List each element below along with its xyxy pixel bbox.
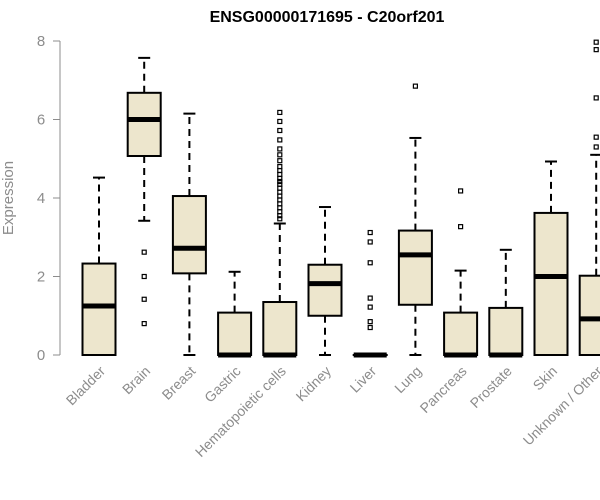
outlier-point: [458, 188, 464, 194]
outlier-point: [412, 83, 418, 89]
box-group: [262, 109, 298, 358]
outlier-point: [277, 127, 283, 134]
box-iqr: [307, 263, 343, 317]
x-category-label: Gastric: [201, 363, 244, 406]
plot-area: [81, 39, 600, 358]
x-category-label: Kidney: [293, 363, 335, 405]
outlier-point: [141, 321, 147, 327]
box-group: [171, 112, 207, 356]
outlier-point: [593, 144, 599, 150]
outlier-point: [593, 95, 599, 101]
x-category-label: Brain: [119, 363, 153, 397]
box-iqr: [262, 301, 298, 357]
box-group: [352, 229, 388, 358]
x-category-label: Skin: [530, 363, 561, 394]
outlier-point: [367, 304, 373, 310]
box-iqr: [126, 91, 162, 158]
y-axis-label: Expression: [0, 161, 17, 235]
outlier-point: [367, 319, 373, 325]
box-iqr: [443, 311, 479, 356]
x-category-label: Breast: [159, 363, 199, 403]
box-iqr: [397, 229, 433, 306]
box-iqr: [171, 195, 207, 275]
outlier-point: [141, 249, 147, 255]
outlier-point: [141, 273, 147, 280]
box-group: [488, 248, 524, 358]
y-tick-label: 6: [37, 112, 45, 129]
box-group: [443, 188, 479, 358]
outlier-point: [458, 224, 464, 230]
outlier-point: [367, 239, 373, 245]
outlier-point: [593, 134, 599, 140]
outlier-point: [277, 178, 283, 185]
outlier-point: [593, 47, 599, 53]
outlier-point: [367, 260, 373, 266]
x-category-label: Prostate: [467, 363, 515, 411]
x-category-label: Bladder: [63, 363, 109, 409]
outlier-point: [367, 324, 373, 331]
box-group: [217, 270, 253, 358]
y-tick-label: 2: [37, 269, 45, 286]
x-category-label: Unknown / Other: [520, 363, 600, 449]
box-group: [126, 56, 162, 327]
x-category-label: Pancreas: [417, 363, 470, 416]
outlier-point: [277, 216, 283, 222]
chart-title: ENSG00000171695 - C20orf201: [210, 9, 445, 26]
y-tick-label: 0: [37, 347, 45, 364]
box-iqr: [578, 274, 600, 356]
outlier-point: [277, 213, 283, 219]
outlier-point: [277, 152, 283, 158]
box-group: [397, 83, 433, 356]
outlier-point: [277, 146, 283, 152]
outlier-point: [277, 137, 283, 143]
box-group: [578, 39, 600, 356]
outlier-point: [277, 118, 283, 125]
outlier-point: [367, 295, 373, 301]
y-tick-label: 4: [37, 190, 45, 207]
x-category-label: Liver: [347, 363, 380, 396]
box-group: [307, 206, 343, 356]
box-iqr: [488, 306, 524, 356]
y-tick-label: 8: [37, 33, 45, 50]
box-group: [81, 176, 117, 356]
outlier-point: [277, 158, 283, 164]
outlier-point: [593, 39, 599, 45]
x-category-label: Lung: [391, 363, 424, 396]
box-iqr: [217, 311, 253, 356]
box-iqr: [533, 211, 569, 356]
outlier-point: [141, 296, 147, 302]
outlier-point: [277, 109, 283, 116]
box-group: [533, 160, 569, 356]
box-iqr: [81, 262, 117, 356]
y-axis: 0 2 4 6 8: [37, 33, 61, 364]
outlier-point: [367, 229, 373, 236]
outlier-point: [277, 175, 283, 181]
